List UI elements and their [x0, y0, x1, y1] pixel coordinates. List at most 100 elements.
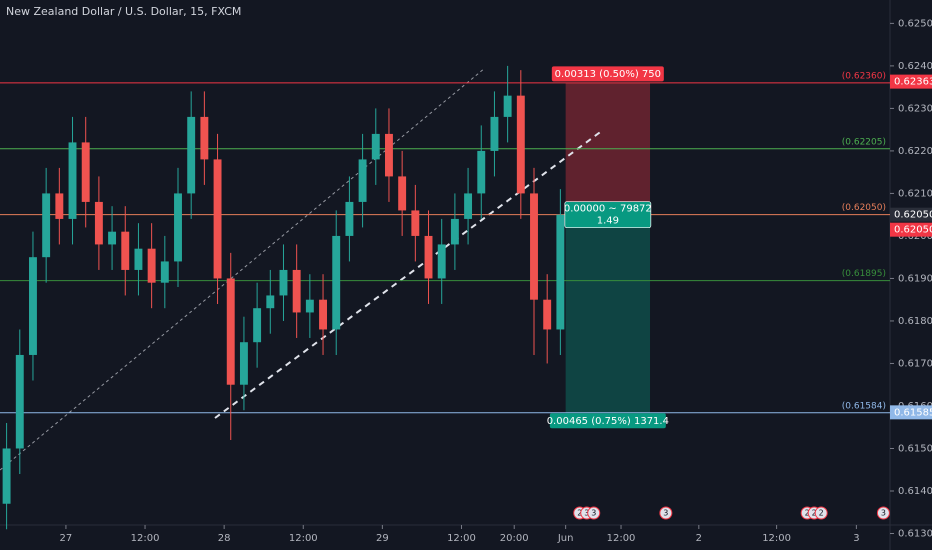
candle-body	[2, 448, 11, 504]
stop-box	[551, 66, 664, 82]
candle-body	[411, 210, 420, 236]
entry-label: 1.49	[597, 216, 619, 227]
candle-body	[332, 235, 341, 330]
candle-body	[213, 159, 222, 279]
event-icon	[814, 506, 828, 520]
candle-body	[424, 235, 433, 279]
x-tick-label: 3	[853, 533, 859, 544]
x-tick-label: 12:00	[762, 533, 791, 544]
candle-body	[147, 248, 156, 283]
price-tag-label: 0.62050	[894, 225, 932, 236]
candle-body	[55, 193, 64, 219]
level-label: (0.62360)	[842, 71, 886, 81]
candle-body	[42, 193, 51, 258]
candle-body	[187, 116, 196, 194]
x-tick-label: 2	[696, 533, 702, 544]
candle-body	[398, 176, 407, 211]
candle-body	[239, 342, 248, 385]
event-icon	[587, 506, 601, 520]
candle-body	[345, 201, 354, 236]
event-count: 3	[591, 509, 596, 518]
event-count: 3	[584, 509, 589, 518]
trend-line	[214, 129, 604, 419]
candle-body	[516, 95, 525, 194]
x-tick-label: 28	[218, 533, 231, 544]
candle-body	[305, 299, 314, 313]
entry-box	[564, 201, 652, 229]
candle-body	[543, 299, 552, 330]
level-label: (0.62050)	[842, 203, 886, 213]
price-tag	[890, 405, 932, 420]
candle-body	[503, 95, 512, 117]
event-icon	[876, 506, 890, 520]
entry-label: 0.00000 ~ 79872	[564, 204, 652, 215]
candle-body	[437, 244, 446, 279]
candle-body	[490, 116, 499, 151]
candle-body	[279, 269, 288, 296]
x-tick-label: Jun	[557, 533, 574, 544]
x-tick-label: 20:00	[500, 533, 529, 544]
target-zone	[565, 214, 651, 413]
x-tick-label: 29	[376, 533, 389, 544]
target-label: 0.00465 (0.75%) 1371.4	[547, 416, 669, 427]
event-count: 2	[812, 509, 817, 518]
plot	[565, 82, 651, 413]
candle-body	[266, 295, 275, 309]
price-tag	[890, 74, 932, 89]
candle-body	[358, 159, 367, 202]
candle-body	[530, 193, 538, 300]
price-tag-label: 0.61585	[894, 407, 932, 418]
chart-title: New Zealand Dollar / U.S. Dollar, 15, FX…	[6, 5, 241, 18]
candle-body	[200, 116, 209, 160]
candle-body	[292, 269, 301, 313]
candle-body	[15, 354, 24, 449]
event-count: 2	[819, 509, 824, 518]
candle-body	[68, 142, 77, 219]
target-box	[549, 413, 666, 429]
candle-body	[253, 308, 262, 343]
event-count: 3	[663, 509, 668, 518]
event-icon	[659, 506, 673, 520]
price-tag	[890, 207, 932, 222]
candle-body	[450, 218, 459, 245]
candle-body	[556, 214, 565, 330]
stop-label: 0.00313 (0.50%) 750	[555, 69, 661, 80]
candle-body	[108, 231, 117, 245]
candle-body	[29, 257, 37, 355]
candle-body	[174, 193, 182, 262]
candle-body	[319, 299, 327, 330]
candle-body	[160, 261, 169, 283]
candle-body	[477, 150, 486, 194]
x-tick-label: 27	[60, 533, 73, 544]
x-tick-label: 12:00	[131, 533, 160, 544]
event-count: 2	[805, 509, 810, 518]
price-tag-label: 0.62050	[894, 210, 932, 221]
price-tag	[890, 222, 932, 237]
candle-body	[81, 142, 90, 202]
level-label: (0.61895)	[842, 269, 886, 279]
candle-body	[121, 231, 130, 270]
event-count: 3	[881, 509, 886, 518]
level-label: (0.61584)	[842, 401, 886, 411]
y-tick-label: 0.61300	[898, 529, 932, 540]
candle-body	[464, 193, 473, 219]
candle-body	[134, 248, 143, 270]
price-tag-label: 0.62363	[894, 77, 932, 88]
candle-body	[94, 201, 103, 245]
level-label: (0.62205)	[842, 137, 886, 147]
candle-body	[385, 133, 393, 177]
trend-line	[0, 67, 486, 471]
candle-body	[226, 278, 235, 385]
x-tick-label: 12:00	[289, 533, 318, 544]
